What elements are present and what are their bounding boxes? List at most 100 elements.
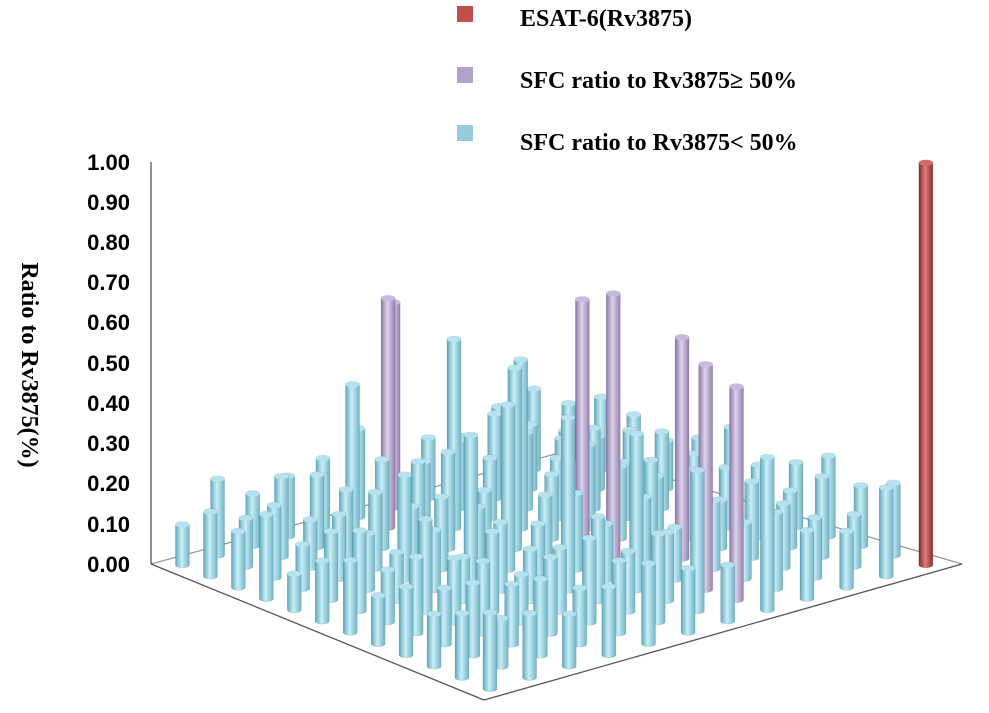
column-body: [426, 610, 442, 670]
legend-label-esat6: ESAT-6(Rv3875): [520, 6, 692, 32]
column-cap: [918, 159, 933, 166]
legend-swatch-cyan: [457, 125, 473, 141]
column-cap: [315, 455, 330, 462]
column-cap: [399, 583, 414, 590]
column-cap: [561, 414, 576, 421]
column-cap: [421, 434, 436, 441]
column-cap: [651, 530, 666, 537]
column-cap: [245, 490, 260, 497]
column-cap: [523, 545, 538, 552]
column-cap: [729, 383, 744, 390]
legend-item-ge50: SFC ratio to Rv3875≥ 50%: [457, 67, 797, 94]
legend: ESAT-6(Rv3875) SFC ratio to Rv3875≥ 50% …: [457, 6, 798, 156]
column-cap: [324, 528, 339, 535]
column-cap: [626, 411, 641, 418]
floor-right-edge: [483, 563, 963, 701]
column-cap: [339, 486, 354, 493]
column-cap: [380, 566, 395, 573]
column-cap: [446, 336, 461, 343]
y-tick-label: 1.00: [87, 150, 130, 175]
column-body: [561, 610, 577, 670]
column-body: [314, 557, 330, 625]
column-bar: [680, 564, 696, 636]
column-cap: [371, 592, 386, 599]
column-cap: [485, 528, 500, 535]
column-bar: [522, 609, 537, 681]
column-cap: [582, 534, 597, 541]
column-cap: [718, 464, 733, 471]
column-body: [203, 508, 218, 580]
column-cap: [493, 519, 508, 526]
column-body: [839, 527, 854, 591]
column-cap: [807, 514, 822, 521]
y-tick-label: 0.00: [87, 552, 130, 577]
column-cap: [411, 458, 426, 465]
column-bar: [601, 583, 617, 659]
y-tick-label: 0.80: [87, 230, 130, 255]
column-body: [231, 527, 246, 591]
column-cap: [231, 528, 246, 535]
column-bar: [342, 556, 358, 636]
column-bar: [175, 521, 190, 569]
y-tick-label: 0.40: [87, 391, 130, 416]
column-cap: [352, 527, 367, 534]
y-axis-title: Ratio to Rv3875(%): [16, 262, 42, 467]
column-cap: [544, 471, 559, 478]
column-cap: [303, 516, 318, 523]
column-bar: [839, 527, 854, 591]
column-cap: [482, 454, 497, 461]
column-cap: [531, 520, 546, 527]
column-cap: [447, 555, 462, 562]
column-body: [342, 556, 358, 636]
column-cap: [611, 557, 626, 564]
column-cap: [463, 432, 478, 439]
column-cap: [397, 471, 412, 478]
column-cap: [526, 385, 541, 392]
column-cap: [839, 528, 854, 535]
column-bar: [203, 508, 218, 580]
column-cap: [720, 561, 735, 568]
legend-label-ge50: SFC ratio to Rv3875≥ 50%: [520, 68, 797, 94]
column-body: [398, 583, 414, 659]
column-bar: [454, 609, 470, 681]
column-body: [259, 510, 274, 602]
column-cap: [409, 553, 424, 560]
column-cap: [690, 467, 705, 474]
column-cap: [629, 430, 644, 437]
column-cap: [368, 489, 383, 496]
column-cap: [427, 610, 442, 617]
column-body: [286, 570, 302, 614]
column-cap: [501, 401, 516, 408]
column-cap: [675, 334, 690, 341]
column-cap: [381, 295, 396, 302]
column-cap: [315, 557, 330, 564]
floor-left-edge: [150, 563, 485, 701]
column-cap: [744, 478, 759, 485]
column-cap: [309, 471, 324, 478]
column-body: [370, 592, 386, 647]
column-bar: [314, 557, 330, 625]
column-cap: [175, 521, 190, 528]
column-cap: [815, 473, 830, 480]
column-cap: [345, 381, 360, 388]
column-cap: [513, 356, 528, 363]
column-cap: [418, 515, 433, 522]
column-cap: [562, 610, 577, 617]
column-bar: [878, 484, 894, 580]
column-cap: [504, 580, 519, 587]
y-tick-label: 0.10: [87, 512, 130, 537]
y-tick-label: 0.30: [87, 431, 130, 456]
column-cap: [465, 579, 480, 586]
legend-swatch-red: [457, 6, 473, 22]
column-bar: [561, 610, 577, 670]
column-cap: [621, 548, 636, 555]
column-cap: [475, 557, 490, 564]
column-cap: [477, 487, 492, 494]
column-cap: [441, 448, 456, 455]
column-body: [760, 453, 775, 614]
column-cap: [267, 502, 282, 509]
column-cap: [494, 615, 509, 622]
column-bar: [398, 583, 414, 659]
column-cap: [667, 524, 682, 531]
